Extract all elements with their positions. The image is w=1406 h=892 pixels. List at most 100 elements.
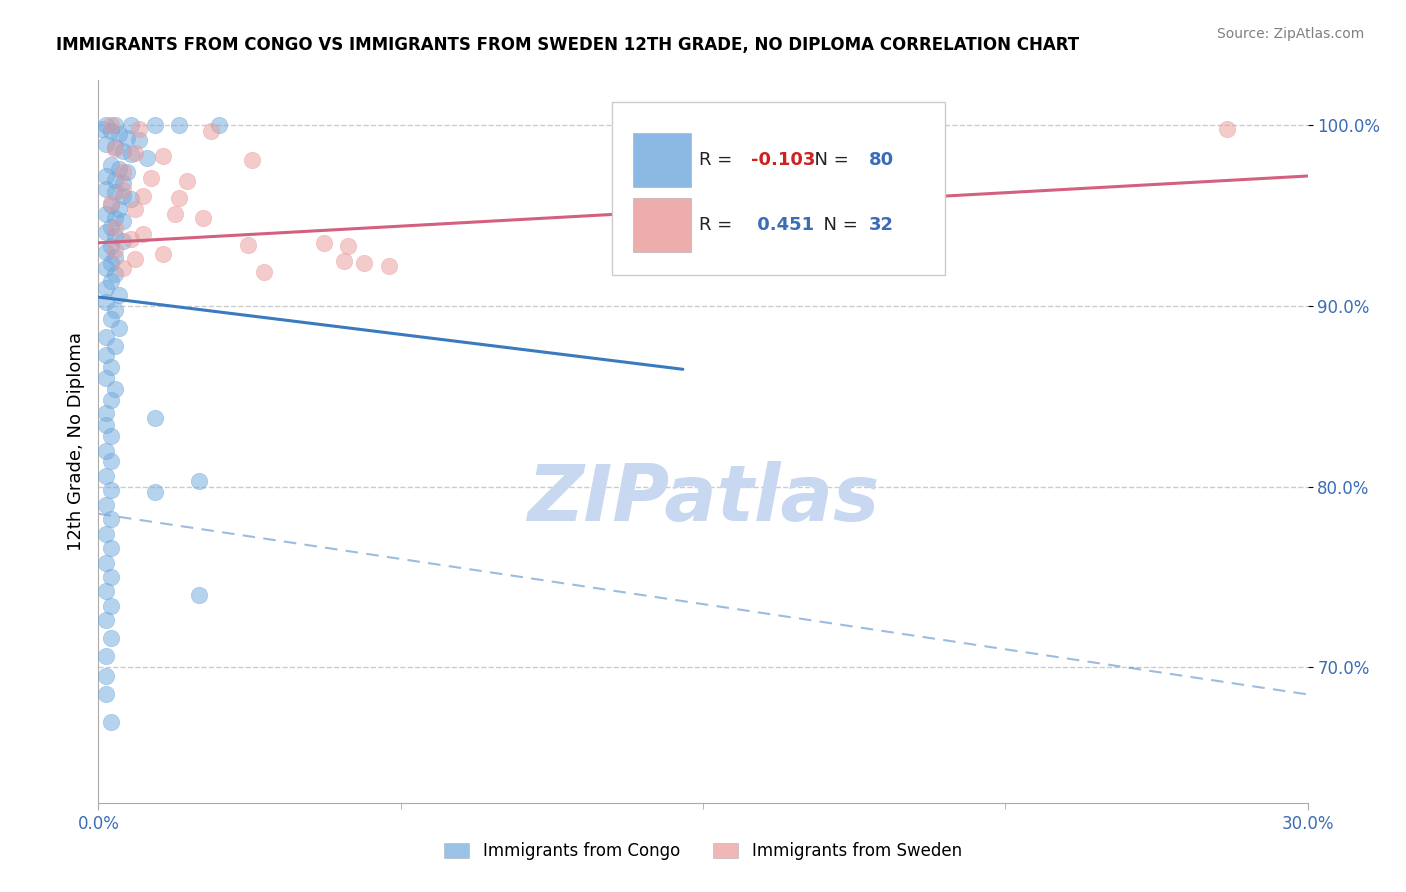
- Point: [96, 136, 118, 151]
- Legend: Immigrants from Congo, Immigrants from Sweden: Immigrants from Congo, Immigrants from S…: [437, 836, 969, 867]
- Point: [100, 392, 122, 407]
- Point: [100, 196, 122, 211]
- Point: [103, 172, 125, 186]
- Point: [107, 161, 129, 176]
- Text: Source: ZipAtlas.com: Source: ZipAtlas.com: [1216, 27, 1364, 41]
- Point: [103, 267, 125, 281]
- Point: [135, 151, 157, 165]
- Point: [96, 244, 118, 259]
- Point: [111, 214, 134, 228]
- Text: N =: N =: [803, 151, 855, 169]
- Point: [128, 122, 150, 136]
- Point: [100, 198, 122, 212]
- Point: [100, 714, 122, 729]
- Point: [103, 186, 125, 200]
- Point: [143, 411, 166, 425]
- Point: [96, 207, 118, 221]
- Point: [91, 122, 114, 136]
- Point: [337, 239, 360, 253]
- Point: [103, 243, 125, 257]
- Point: [253, 265, 276, 279]
- Point: [103, 119, 125, 133]
- Point: [96, 669, 118, 683]
- Text: ZIPatlas: ZIPatlas: [527, 461, 879, 537]
- Point: [103, 382, 125, 396]
- FancyBboxPatch shape: [633, 198, 690, 252]
- Point: [100, 274, 122, 288]
- Point: [103, 339, 125, 353]
- Point: [143, 485, 166, 500]
- Point: [100, 483, 122, 498]
- Point: [124, 252, 146, 266]
- Point: [111, 184, 134, 198]
- Text: 0.451: 0.451: [751, 216, 814, 234]
- Point: [333, 253, 356, 268]
- Point: [111, 176, 134, 190]
- Point: [96, 225, 118, 239]
- Point: [100, 512, 122, 526]
- Point: [208, 119, 231, 133]
- Point: [96, 181, 118, 195]
- Point: [100, 239, 122, 253]
- Point: [120, 193, 142, 207]
- Point: [96, 330, 118, 344]
- Point: [111, 189, 134, 203]
- Point: [96, 261, 118, 276]
- Point: [100, 599, 122, 613]
- Point: [100, 119, 122, 133]
- Point: [107, 288, 129, 302]
- Point: [96, 371, 118, 385]
- Point: [1216, 122, 1239, 136]
- Point: [96, 584, 118, 599]
- Text: R =: R =: [699, 216, 738, 234]
- Point: [96, 468, 118, 483]
- Y-axis label: 12th Grade, No Diploma: 12th Grade, No Diploma: [66, 332, 84, 551]
- Point: [96, 649, 118, 664]
- Point: [107, 202, 129, 216]
- Point: [115, 131, 138, 145]
- Text: IMMIGRANTS FROM CONGO VS IMMIGRANTS FROM SWEDEN 12TH GRADE, NO DIPLOMA CORRELATI: IMMIGRANTS FROM CONGO VS IMMIGRANTS FROM…: [56, 36, 1080, 54]
- Point: [115, 165, 138, 179]
- Point: [100, 454, 122, 468]
- Point: [188, 588, 211, 602]
- Text: 80: 80: [869, 151, 894, 169]
- Point: [314, 235, 336, 250]
- Text: N =: N =: [811, 216, 863, 234]
- Point: [176, 174, 198, 188]
- Point: [100, 632, 122, 646]
- Point: [100, 541, 122, 555]
- Point: [200, 124, 222, 138]
- Point: [377, 260, 399, 274]
- Point: [100, 219, 122, 234]
- Point: [167, 191, 190, 205]
- Point: [120, 119, 142, 133]
- Point: [100, 256, 122, 270]
- Point: [111, 261, 134, 276]
- Point: [96, 295, 118, 310]
- Point: [111, 165, 134, 179]
- FancyBboxPatch shape: [633, 133, 690, 187]
- Point: [96, 418, 118, 433]
- Point: [103, 302, 125, 317]
- Point: [96, 556, 118, 570]
- Point: [100, 429, 122, 443]
- Text: 32: 32: [869, 216, 894, 234]
- Point: [100, 124, 122, 138]
- Point: [167, 119, 190, 133]
- Point: [103, 142, 125, 156]
- Point: [240, 153, 263, 167]
- Point: [111, 144, 134, 158]
- Point: [139, 170, 162, 185]
- Point: [107, 320, 129, 334]
- Point: [103, 211, 125, 225]
- Point: [124, 202, 146, 216]
- Point: [188, 475, 211, 489]
- Point: [100, 311, 122, 326]
- Point: [163, 207, 186, 221]
- Point: [96, 348, 118, 362]
- Point: [96, 443, 118, 458]
- Point: [353, 256, 375, 270]
- Point: [128, 133, 150, 147]
- Point: [96, 119, 118, 133]
- Point: [103, 221, 125, 235]
